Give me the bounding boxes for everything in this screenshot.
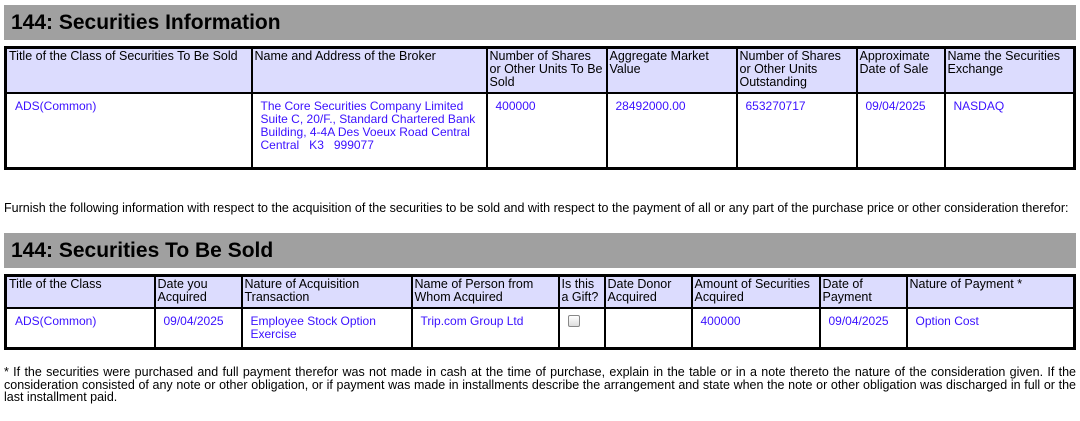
col-header: Amount of Securities Acquired: [690, 274, 821, 309]
section-heading-securities-information: 144: Securities Information: [4, 5, 1076, 40]
col-header: Title of the Class: [4, 274, 156, 309]
class-cell: ADS(Common): [4, 306, 156, 349]
shares-cell: 400000: [485, 91, 608, 170]
class-cell: ADS(Common): [4, 91, 253, 170]
securities-to-be-sold-table: Title of the Class Date you Acquired Nat…: [4, 274, 1076, 350]
securities-information-table: Title of the Class of Securities To Be S…: [4, 46, 1076, 170]
header-row: Title of the Class of Securities To Be S…: [4, 46, 1076, 94]
col-header: Nature of Payment *: [905, 274, 1076, 309]
col-header: Date of Payment: [818, 274, 908, 309]
col-header: Nature of Acquisition Transaction: [240, 274, 413, 309]
table-row: ADS(Common) 09/04/2025 Employee Stock Op…: [4, 306, 1076, 349]
col-header: Date you Acquired: [153, 274, 243, 309]
footnote-text: * If the securities were purchased and f…: [4, 365, 1076, 404]
payment-date-cell: 09/04/2025: [818, 306, 908, 349]
amount-cell: 400000: [690, 306, 821, 349]
col-header: Title of the Class of Securities To Be S…: [4, 46, 253, 94]
broker-name: The Core Securities Company Limited: [260, 98, 464, 113]
payment-nature-cell: Option Cost: [905, 306, 1076, 349]
header-row: Title of the Class Date you Acquired Nat…: [4, 274, 1076, 309]
nature-cell: Employee Stock Option Exercise: [240, 306, 413, 349]
col-header: Date Donor Acquired: [603, 274, 693, 309]
outstanding-cell: 653270717: [735, 91, 858, 170]
col-header: Is this a Gift?: [557, 274, 606, 309]
date-acquired-cell: 09/04/2025: [153, 306, 243, 349]
donor-date-cell: [603, 306, 693, 349]
col-header: Number of Shares or Other Units Outstand…: [735, 46, 858, 94]
sale-date-cell: 09/04/2025: [855, 91, 946, 170]
broker-cell: The Core Securities Company Limited Suite…: [250, 91, 488, 170]
from-cell: Trip.com Group Ltd: [410, 306, 560, 349]
broker-address-3: Central K3 999077: [260, 137, 374, 152]
col-header: Approximate Date of Sale: [855, 46, 946, 94]
section-heading-securities-to-be-sold: 144: Securities To Be Sold: [4, 233, 1076, 268]
gift-checkbox[interactable]: [567, 314, 580, 327]
gift-cell: [557, 306, 606, 349]
col-header: Name of Person from Whom Acquired: [410, 274, 560, 309]
broker-address-2: Building, 4-4A Des Voeux Road Central: [260, 124, 470, 139]
market-value-cell: 28492000.00: [605, 91, 738, 170]
table-row: ADS(Common) The Core Securities Company …: [4, 91, 1076, 170]
col-header: Number of Shares or Other Units To Be So…: [485, 46, 608, 94]
instruction-text: Furnish the following information with r…: [4, 201, 1069, 215]
col-header: Name and Address of the Broker: [250, 46, 488, 94]
exchange-cell: NASDAQ: [943, 91, 1076, 170]
col-header: Name the Securities Exchange: [943, 46, 1076, 94]
col-header: Aggregate Market Value: [605, 46, 738, 94]
broker-address-1: Suite C, 20/F., Standard Chartered Bank: [260, 111, 476, 126]
